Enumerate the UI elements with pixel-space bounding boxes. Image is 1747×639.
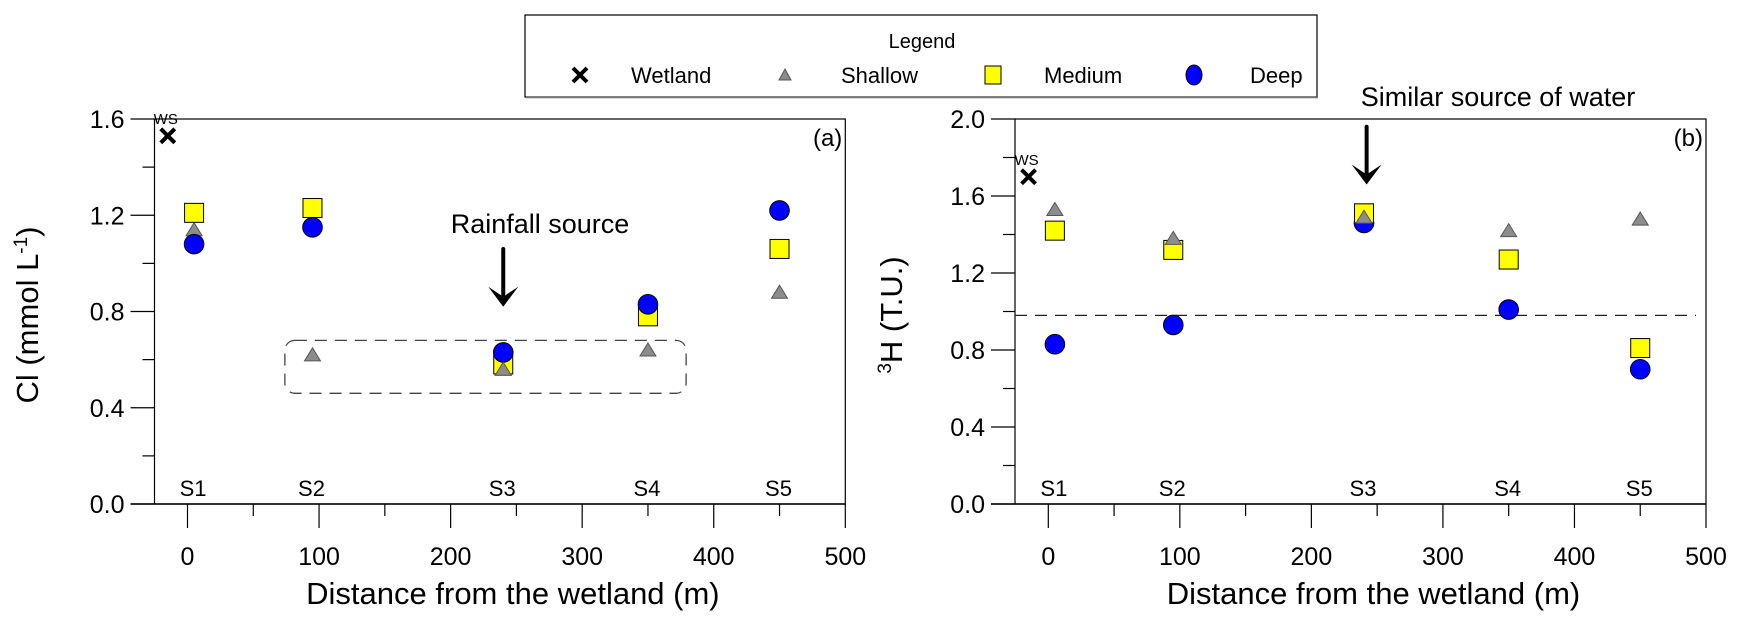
site-label: S5 bbox=[765, 476, 792, 501]
site-label: S3 bbox=[1350, 476, 1377, 501]
y-axis-title-superscript: 3 bbox=[875, 363, 896, 374]
annotation-text: Similar source of water bbox=[1361, 82, 1636, 112]
legend-label-shallow: Shallow bbox=[841, 63, 918, 88]
legend-label-deep: Deep bbox=[1250, 63, 1303, 88]
data-point-medium bbox=[1498, 249, 1519, 270]
x-tick-label: 300 bbox=[1422, 543, 1464, 571]
data-point-shallow bbox=[1355, 209, 1373, 224]
wetland-label: WS bbox=[1014, 152, 1038, 169]
site-label: S5 bbox=[1626, 476, 1653, 501]
annotation-arrow-head bbox=[1351, 164, 1382, 185]
data-point-deep bbox=[769, 200, 790, 221]
legend-marker-medium bbox=[984, 65, 1002, 85]
y-tick-label: 2.0 bbox=[950, 106, 985, 134]
legend-title: Legend bbox=[889, 31, 956, 53]
data-point-shallow bbox=[303, 346, 322, 362]
x-tick-label: 400 bbox=[693, 543, 735, 571]
x-tick-label: 0 bbox=[1041, 543, 1055, 571]
annotation-text: Rainfall source bbox=[451, 209, 630, 239]
x-tick-label: 500 bbox=[824, 543, 866, 571]
data-point-medium bbox=[1630, 338, 1651, 359]
legend-marker-wetland bbox=[571, 66, 589, 84]
x-tick-label: 500 bbox=[1685, 543, 1727, 571]
legend: Legend Wetland Shallow Medium Deep bbox=[524, 14, 1318, 99]
y-axis-title-main: H (T.U.) bbox=[874, 256, 909, 363]
y-axis-title-close: ) bbox=[10, 226, 45, 236]
y-axis-title: Cl (mmol L-1) bbox=[10, 226, 45, 403]
y-tick-label: 1.6 bbox=[90, 106, 125, 134]
y-tick-label: 0.8 bbox=[90, 299, 125, 327]
panel-label: (a) bbox=[813, 125, 842, 152]
annotation-arrow-head bbox=[488, 286, 519, 307]
site-label: S4 bbox=[1494, 476, 1521, 501]
plot-frame bbox=[1014, 118, 1707, 505]
wetland-marker bbox=[159, 127, 177, 145]
data-point-medium bbox=[1044, 220, 1065, 241]
data-point-medium bbox=[769, 238, 790, 259]
data-point-deep bbox=[1162, 314, 1184, 336]
cross-stroke bbox=[159, 127, 177, 145]
legend-marker-deep bbox=[1185, 64, 1203, 86]
data-point-shallow bbox=[1631, 211, 1650, 226]
data-point-shallow bbox=[770, 284, 789, 299]
y-tick-label: 1.6 bbox=[950, 183, 985, 211]
data-point-shallow bbox=[639, 342, 657, 357]
panel-b: 0.0 0.4 0.8 1.2 1.6 2.0 0 100 200 300 400 500 Distan… bbox=[874, 82, 1727, 611]
data-point-shallow bbox=[494, 361, 513, 376]
y-tick-label: 0.4 bbox=[90, 395, 125, 423]
highlight-box bbox=[284, 339, 687, 394]
data-point-medium bbox=[184, 202, 205, 223]
data-point-shallow bbox=[1164, 230, 1183, 245]
cross-stroke bbox=[1020, 168, 1037, 186]
x-tick-label: 200 bbox=[1291, 543, 1333, 571]
wetland-marker bbox=[1020, 168, 1037, 186]
y-tick-label: 0.4 bbox=[950, 414, 985, 442]
data-point-deep bbox=[492, 342, 514, 363]
site-label: S1 bbox=[1040, 476, 1067, 501]
legend-marker-shallow bbox=[778, 67, 792, 81]
wetland-label: WS bbox=[154, 111, 178, 128]
legend-label-medium: Medium bbox=[1044, 63, 1122, 88]
site-label: S4 bbox=[633, 476, 660, 501]
y-tick-label: 0.0 bbox=[950, 491, 985, 519]
y-tick-label: 1.2 bbox=[90, 202, 125, 230]
data-point-deep bbox=[1044, 333, 1066, 355]
plot-frame bbox=[153, 118, 846, 505]
x-tick-label: 300 bbox=[561, 543, 603, 571]
data-point-shallow bbox=[1045, 201, 1064, 216]
legend-label-wetland: Wetland bbox=[631, 63, 711, 88]
y-tick-label: 1.2 bbox=[950, 260, 985, 288]
legend-frame bbox=[524, 14, 1318, 98]
y-axis-title-main: Cl (mmol L bbox=[10, 254, 45, 404]
data-point-shallow bbox=[1499, 222, 1518, 238]
data-point-deep bbox=[637, 293, 659, 315]
y-axis-title: 3H (T.U.) bbox=[874, 256, 909, 373]
data-point-deep bbox=[1498, 299, 1519, 320]
data-point-medium bbox=[302, 198, 323, 219]
data-point-deep bbox=[1629, 358, 1651, 380]
cross-stroke bbox=[571, 66, 589, 84]
data-point-deep bbox=[302, 216, 323, 238]
y-tick-label: 0.8 bbox=[950, 337, 985, 365]
x-tick-label: 400 bbox=[1554, 543, 1596, 571]
data-point-deep bbox=[183, 233, 205, 255]
y-tick-label: 0.0 bbox=[90, 491, 125, 519]
panel-a: 0.0 0.4 0.8 1.2 1.6 0 100 200 300 400 500 Distance … bbox=[10, 106, 866, 611]
x-tick-label: 0 bbox=[181, 543, 195, 571]
site-label: S3 bbox=[489, 476, 516, 501]
site-label: S2 bbox=[1159, 476, 1186, 501]
x-tick-label: 100 bbox=[298, 543, 340, 571]
panel-label: (b) bbox=[1674, 125, 1703, 152]
data-point-shallow bbox=[185, 221, 203, 237]
x-tick-label: 200 bbox=[430, 543, 472, 571]
y-axis-title-superscript: -1 bbox=[11, 237, 32, 254]
x-axis-title: Distance from the wetland (m) bbox=[306, 576, 719, 611]
site-label: S1 bbox=[180, 476, 207, 501]
x-tick-label: 100 bbox=[1159, 543, 1201, 571]
site-label: S2 bbox=[298, 476, 325, 501]
x-axis-title: Distance from the wetland (m) bbox=[1167, 576, 1580, 611]
